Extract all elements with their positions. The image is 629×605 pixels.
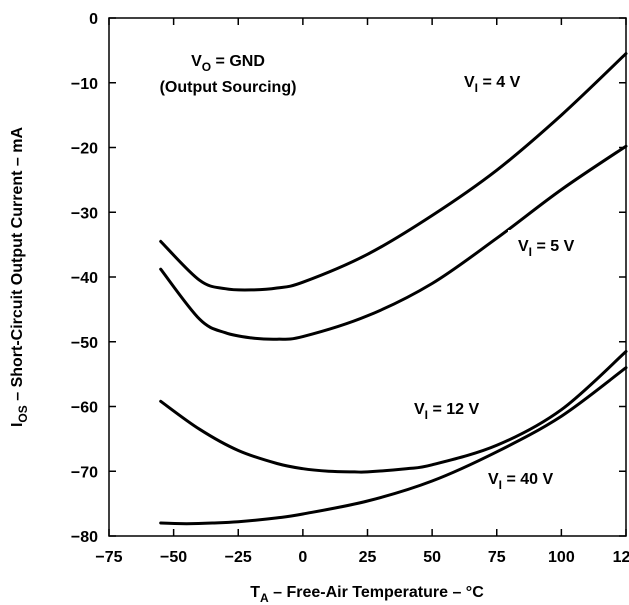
x-tick-label: −50 bbox=[160, 549, 187, 566]
y-tick-labels: 0 −10 −20 −30 −40 −50 −60 −70 −80 bbox=[71, 11, 98, 546]
series-line-1 bbox=[159, 144, 628, 341]
y-tick-label: −10 bbox=[71, 76, 98, 93]
y-tick-label: −20 bbox=[71, 141, 98, 158]
series-label-4v: VI = 4 V bbox=[464, 74, 521, 95]
x-tick-label: −25 bbox=[225, 549, 252, 566]
y-tick-label: −30 bbox=[71, 205, 98, 222]
series-curves bbox=[159, 52, 628, 526]
series-labels: VI = 4 V VI = 5 V VI = 12 V VI = 40 V bbox=[404, 66, 608, 492]
y-tick-label: −40 bbox=[71, 270, 98, 287]
condition-line-1: VO = GND bbox=[191, 53, 265, 74]
series-line-2 bbox=[159, 350, 628, 474]
x-tick-label: −75 bbox=[95, 549, 122, 566]
x-tick-label: 0 bbox=[298, 549, 307, 566]
condition-line-2: (Output Sourcing) bbox=[160, 79, 297, 96]
y-tick-label: −60 bbox=[71, 400, 98, 417]
tick-marks bbox=[108, 17, 627, 537]
x-tick-label: 25 bbox=[359, 549, 377, 566]
y-axis-title: IOS – Short-Circuit Output Current – mA bbox=[9, 127, 30, 427]
x-tick-label: 50 bbox=[423, 549, 441, 566]
x-tick-label: 100 bbox=[548, 549, 575, 566]
series-label-5v: VI = 5 V bbox=[518, 238, 575, 259]
y-tick-label: −70 bbox=[71, 464, 98, 481]
series-line-3 bbox=[159, 366, 628, 526]
x-tick-label: 125 bbox=[613, 549, 629, 566]
x-tick-label: 75 bbox=[488, 549, 506, 566]
x-axis-title: TA – Free-Air Temperature – °C bbox=[250, 584, 484, 605]
x-tick-labels: −75 −50 −25 0 25 50 75 100 125 bbox=[95, 549, 629, 566]
y-tick-label: 0 bbox=[89, 11, 98, 28]
y-tick-label: −80 bbox=[71, 529, 98, 546]
condition-annotation: VO = GND (Output Sourcing) bbox=[128, 40, 326, 102]
series-label-40v: VI = 40 V bbox=[488, 471, 553, 492]
y-tick-label: −50 bbox=[71, 335, 98, 352]
series-line-0 bbox=[159, 52, 628, 292]
series-label-12v: VI = 12 V bbox=[414, 401, 479, 422]
